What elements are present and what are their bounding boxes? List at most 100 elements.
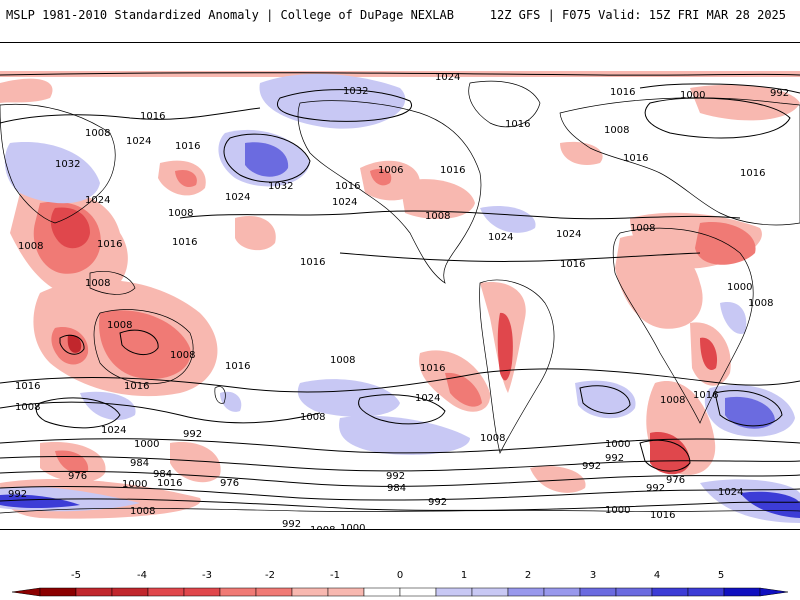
- isobar-label: 1024: [435, 72, 460, 83]
- isobar-line: [0, 72, 800, 76]
- anomaly-blob: [245, 142, 289, 177]
- anomaly-blob: [615, 235, 703, 329]
- isobar-line: [714, 390, 783, 427]
- colorbar-tick: 2: [525, 570, 531, 581]
- isobar-label: 992: [282, 519, 301, 530]
- isobar-label: 1008: [107, 320, 132, 331]
- anomaly-blob: [259, 73, 406, 129]
- isobar-labels: 1024 1032 1016 1000 992 1008 1024 1016 1…: [8, 72, 789, 530]
- colorbar-tick: -3: [202, 570, 212, 581]
- isobar-label: 1000: [680, 90, 705, 101]
- isobar-label: 1008: [748, 298, 773, 309]
- isobar-label: 1032: [343, 86, 368, 97]
- isobar-label: 1016: [225, 361, 250, 372]
- isobar-label: 1016: [740, 168, 765, 179]
- coastline-south-america: [479, 279, 555, 455]
- isobar-label: 976: [666, 475, 685, 486]
- isobar-label: 1008: [300, 412, 325, 423]
- isobar-label: 1016: [300, 257, 325, 268]
- isobar-label: 1008: [330, 355, 355, 366]
- isobar-label: 1024: [488, 232, 513, 243]
- isobar-label: 1000: [134, 439, 159, 450]
- isobar-label: 1016: [693, 390, 718, 401]
- isobar-label: 992: [582, 461, 601, 472]
- colorbar-segment: [183, 587, 221, 597]
- anomaly-blob: [339, 415, 470, 455]
- colorbar-segment: [723, 587, 761, 597]
- isobar-label: 992: [646, 483, 665, 494]
- map-title: MSLP 1981-2010 Standardized Anomaly | Co…: [6, 8, 454, 22]
- colorbar-segment: [75, 587, 113, 597]
- anomaly-blob: [0, 71, 800, 77]
- isobar-line: [644, 97, 791, 139]
- isobar-label: 984: [130, 458, 149, 469]
- colorbar-segments: [11, 587, 789, 597]
- isobar-label: 1008: [170, 350, 195, 361]
- isobar-label: 1016: [15, 381, 40, 392]
- colorbar-segment: [651, 587, 689, 597]
- isobar-label: 1008: [310, 525, 335, 530]
- anomaly-blob: [175, 169, 197, 188]
- isobar-label: 1008: [85, 278, 110, 289]
- isobar-label: 1016: [650, 510, 675, 521]
- colorbar-tick: -4: [137, 570, 147, 581]
- isobar-line: [59, 334, 85, 355]
- isobar-label: 1008: [130, 506, 155, 517]
- isobar-label: 1000: [605, 439, 630, 450]
- colorbar-tick: 5: [718, 570, 724, 581]
- colorbar-segment: [219, 587, 257, 597]
- isobar-label: 1016: [335, 181, 360, 192]
- coastline-north-america: [297, 100, 482, 284]
- isobar-line: [0, 455, 800, 472]
- isobar-label: 1024: [126, 136, 151, 147]
- colorbar-segment: [147, 587, 185, 597]
- isobar-line: [0, 438, 800, 454]
- anomaly-blob: [530, 465, 586, 493]
- isobar-label: 1024: [225, 192, 250, 203]
- colorbar-segment: [579, 587, 617, 597]
- isobar-label: 1016: [610, 87, 635, 98]
- anomaly-blob: [480, 205, 536, 233]
- isobar-line: [119, 329, 159, 356]
- isobar-label: 1008: [18, 241, 43, 252]
- coastline-antarctica: [0, 507, 800, 514]
- isobar-label: 1000: [340, 523, 365, 530]
- isobar-label: 1032: [55, 159, 80, 170]
- isobar-label: 1024: [556, 229, 581, 240]
- anomaly-blob: [220, 391, 242, 412]
- colorbar-tick: 0: [397, 570, 403, 581]
- isobar-line: [277, 89, 413, 122]
- coastline-new-zealand: [214, 386, 226, 404]
- positive-anomaly-shading: [0, 73, 800, 523]
- isobar-label: 1024: [718, 487, 743, 498]
- isobar-label: 992: [428, 497, 447, 508]
- isobar-label: 1016: [505, 119, 530, 130]
- colorbar-segment: [327, 587, 365, 597]
- isobar-label: 1024: [101, 425, 126, 436]
- isobar-label: 1016: [560, 259, 585, 270]
- isobar-label: 1000: [122, 479, 147, 490]
- isobar-label: 1008: [630, 223, 655, 234]
- colorbar-tick: 1: [461, 570, 467, 581]
- colorbar-tick: 3: [590, 570, 596, 581]
- isobar-label: 1006: [378, 165, 403, 176]
- isobar-label: 1008: [168, 208, 193, 219]
- anomaly-blob: [0, 494, 80, 508]
- isobar-label: 1016: [140, 111, 165, 122]
- anomaly-blob: [0, 78, 53, 103]
- coastline-greenland: [468, 80, 541, 128]
- isobar-label: 1016: [97, 239, 122, 250]
- isobar-line: [0, 485, 800, 501]
- anomaly-blob: [370, 168, 392, 186]
- isobar-label: 976: [68, 471, 87, 482]
- coastline-asia-east: [0, 103, 116, 224]
- colorbar-segment: [687, 587, 725, 597]
- colorbar-segment: [507, 587, 545, 597]
- colorbar-tick: 4: [654, 570, 660, 581]
- isobar-line: [0, 368, 800, 393]
- isobar-label: 992: [605, 453, 624, 464]
- anomaly-blob: [720, 302, 747, 334]
- isobar-line: [35, 397, 121, 429]
- anomaly-blob: [650, 432, 690, 475]
- colorbar-segment: [543, 587, 581, 597]
